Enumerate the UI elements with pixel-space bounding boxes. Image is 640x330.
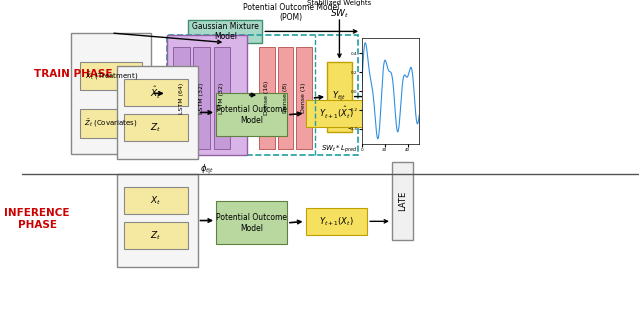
Text: $\bar{X}_t$ (Treatment): $\bar{X}_t$ (Treatment) — [84, 70, 138, 82]
Bar — [278, 47, 293, 149]
Bar — [296, 47, 312, 149]
Bar — [216, 93, 287, 136]
Text: TRAIN PHASE: TRAIN PHASE — [34, 69, 113, 79]
Text: $Y_{t+1}(X_t)$: $Y_{t+1}(X_t)$ — [319, 215, 354, 228]
Text: Dense (1): Dense (1) — [301, 83, 307, 114]
Bar — [392, 162, 413, 240]
Bar — [216, 201, 287, 245]
Text: Dense (16): Dense (16) — [264, 81, 269, 115]
Text: $X_t$: $X_t$ — [150, 194, 161, 207]
Text: Stabilized Weights: Stabilized Weights — [307, 0, 372, 6]
Text: $\phi_{t|t}$: $\phi_{t|t}$ — [200, 163, 214, 177]
Bar — [214, 47, 230, 149]
Text: Potential Outcome Model
(POM): Potential Outcome Model (POM) — [243, 3, 339, 22]
Text: Potential Outcome
Model: Potential Outcome Model — [216, 105, 287, 124]
Bar — [117, 66, 198, 158]
Bar — [166, 35, 358, 155]
Text: $Z_t$: $Z_t$ — [150, 121, 161, 134]
Text: Dense (8): Dense (8) — [283, 83, 288, 114]
Text: $Y_{t|t}$: $Y_{t|t}$ — [333, 89, 346, 104]
Text: $\bar{Z}_t$ (Covariates): $\bar{Z}_t$ (Covariates) — [84, 118, 138, 129]
Text: LATE: LATE — [398, 190, 407, 211]
Bar — [124, 114, 188, 141]
Text: LSTM (32): LSTM (32) — [199, 82, 204, 114]
Text: $Z_t$: $Z_t$ — [150, 229, 161, 242]
Text: Potential Outcome
Model: Potential Outcome Model — [216, 213, 287, 233]
Bar — [124, 187, 188, 214]
Bar — [166, 35, 247, 155]
Text: $Y_{t+1}(\hat{X}_t)$: $Y_{t+1}(\hat{X}_t)$ — [319, 105, 354, 121]
Bar — [173, 47, 189, 149]
Bar — [81, 109, 142, 138]
Text: INFERENCE
PHASE: INFERENCE PHASE — [4, 208, 70, 230]
Text: $SW_t$: $SW_t$ — [330, 8, 349, 20]
Text: $\hat{X}_t$: $\hat{X}_t$ — [150, 84, 161, 101]
Bar — [305, 100, 367, 127]
Bar — [124, 79, 188, 106]
Bar — [327, 62, 352, 132]
Text: LSTM (32): LSTM (32) — [220, 82, 225, 114]
Bar — [71, 33, 151, 154]
Text: Gaussian Mixture
Model: Gaussian Mixture Model — [192, 22, 259, 41]
Bar — [305, 208, 367, 235]
Bar — [259, 47, 275, 149]
Bar — [124, 222, 188, 249]
Bar — [188, 20, 262, 43]
Bar — [193, 47, 210, 149]
Text: LSTM (64): LSTM (64) — [179, 82, 184, 114]
Bar — [117, 175, 198, 267]
Text: $SW_t * L_{pred}$: $SW_t * L_{pred}$ — [321, 143, 358, 155]
Bar — [81, 62, 142, 90]
